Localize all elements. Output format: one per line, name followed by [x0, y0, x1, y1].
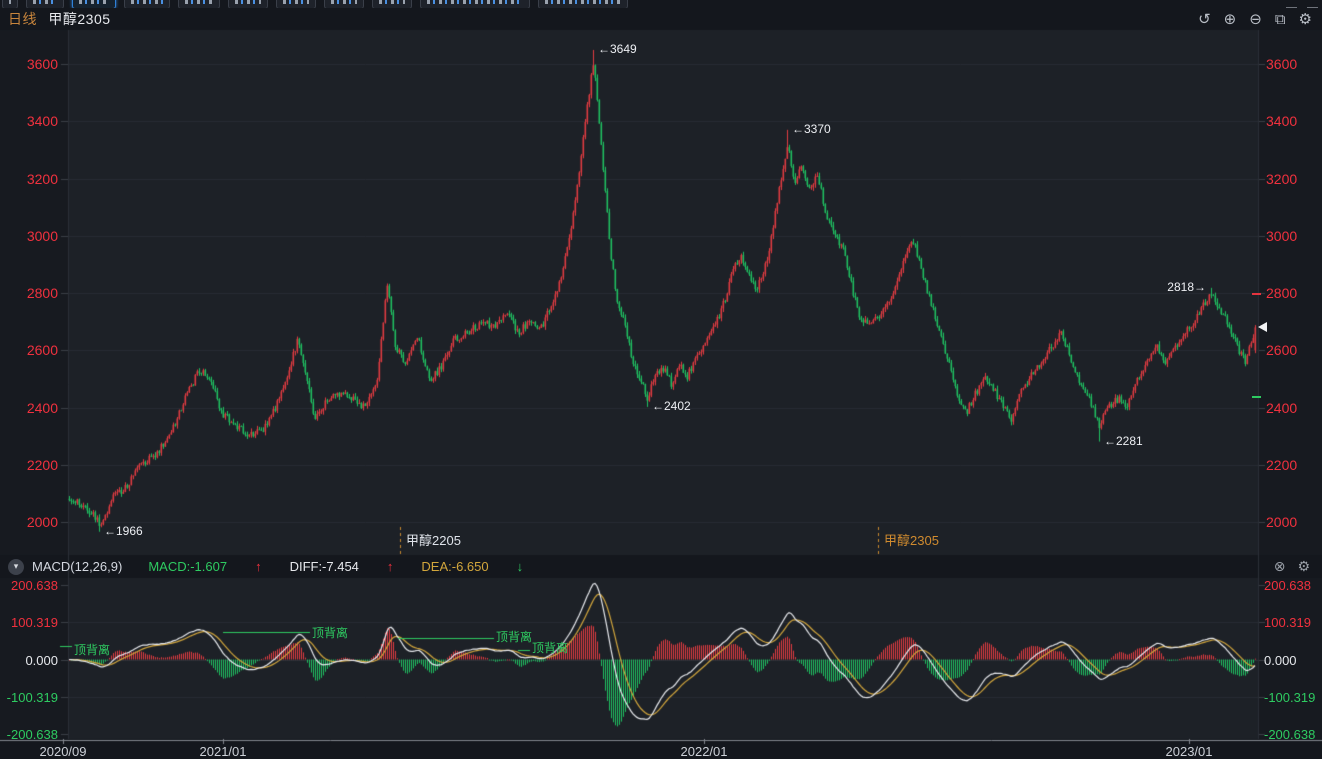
toolbar-period-button[interactable]	[276, 0, 316, 8]
axis-edge-marker	[1252, 396, 1261, 398]
price-axis-label: 2000	[26, 514, 58, 530]
price-axis-label: 2600	[1266, 342, 1298, 359]
macd-readout: DEA:-6.650	[421, 559, 489, 574]
price-annotation: ←3370	[792, 121, 831, 136]
price-annotation: ←1966	[104, 523, 143, 538]
trend-arrow-icon: ↑	[255, 559, 262, 574]
button-label-sliver	[79, 0, 109, 4]
toolbar-period-button[interactable]	[372, 0, 412, 8]
price-axis-label: 3000	[26, 227, 58, 244]
toolbar-period-button[interactable]	[228, 0, 268, 8]
x-axis-label: 2020/09	[39, 744, 87, 759]
price-axis-label: 2400	[1266, 399, 1298, 416]
macd-axis-label: -200.638	[1264, 727, 1316, 742]
toolbar-period-button-active[interactable]	[72, 0, 116, 8]
price-axis-label: 3400	[1266, 113, 1298, 130]
x-axis-label: 2022/01	[680, 744, 728, 759]
button-label-sliver	[9, 0, 11, 4]
button-label-sliver	[379, 0, 405, 4]
macd-panel-settings-icon[interactable]: ⚙	[1297, 558, 1310, 574]
toolbar-period-button[interactable]	[178, 0, 220, 8]
macd-readout: DIFF:-7.454	[289, 559, 359, 574]
macd-indicator-name[interactable]: MACD(12,26,9)	[32, 559, 123, 574]
button-label-sliver	[131, 0, 163, 4]
button-label-sliver	[283, 0, 309, 4]
x-axis-label: 2021/01	[199, 744, 247, 759]
price-axis-label: 2200	[1266, 456, 1298, 473]
price-axis-label: 3200	[26, 170, 58, 187]
price-axis-label: 3600	[26, 56, 58, 72]
macd-axis-label: 0.000	[25, 652, 58, 668]
toolbar-period-button[interactable]	[2, 0, 18, 8]
price-axis-label: 3400	[26, 113, 58, 130]
divergence-label: 顶背离	[312, 626, 349, 640]
price-axis-label: 2800	[26, 285, 58, 301]
toolbar-period-button[interactable]	[538, 0, 628, 8]
panes-icon[interactable]: ⧉	[1274, 10, 1286, 28]
macd-axis-label: 0.000	[1264, 652, 1297, 668]
price-annotation: 2818→	[1167, 279, 1206, 294]
toolbar-period-button[interactable]	[124, 0, 170, 8]
symbol-label: 甲醇2305	[48, 11, 111, 27]
macd-axis-label: 100.319	[1264, 615, 1311, 631]
button-label-sliver	[427, 0, 523, 4]
current-price-pointer	[1258, 322, 1267, 333]
price-axis-label: 2200	[26, 456, 58, 473]
macd-axis-label: -100.319	[1264, 689, 1316, 705]
contract-marker-label: 甲醇2205	[406, 533, 461, 548]
macd-axis-label: -200.638	[6, 727, 58, 742]
price-axis-label: 2600	[26, 342, 58, 359]
price-axis-label: 2800	[1266, 285, 1298, 301]
period-toolbar	[0, 0, 1322, 8]
macd-header: ▾ MACD(12,26,9) MACD:-1.607 ↑ DIFF:-7.454 ↑…	[0, 555, 1322, 578]
price-axis-label: 3200	[1266, 170, 1298, 187]
divergence-label: 顶背离	[74, 643, 111, 657]
button-label-sliver	[331, 0, 357, 4]
chart-title-row: 日线 甲醇2305 ↺ ⊕ ⊖ ⧉ ⚙	[0, 8, 1322, 30]
toolbar-period-button[interactable]	[324, 0, 364, 8]
divergence-label: 顶背离	[496, 630, 533, 644]
undo-icon[interactable]: ↺	[1198, 10, 1211, 28]
price-axis-label: 2000	[1266, 514, 1298, 530]
toolbar-settings-stub[interactable]	[1307, 1, 1318, 8]
price-annotation: ←2402	[652, 398, 691, 413]
button-label-sliver	[235, 0, 261, 4]
price-axis-label: 3000	[1266, 227, 1298, 244]
button-label-sliver	[185, 0, 213, 4]
macd-axis-label: -100.319	[6, 689, 58, 705]
button-label-sliver	[545, 0, 621, 4]
trend-arrow-icon: ↑	[386, 559, 394, 574]
zoom-in-icon[interactable]: ⊕	[1223, 10, 1237, 28]
price-axis-label: 3600	[1266, 56, 1298, 72]
macd-axis-label: 200.638	[1264, 577, 1311, 593]
divergence-label: 顶背离	[532, 641, 569, 655]
button-label-sliver	[33, 0, 57, 4]
macd-axis-label: 200.638	[11, 577, 58, 593]
price-axis-label: 2400	[26, 399, 58, 416]
collapse-indicator-button[interactable]: ▾	[8, 558, 24, 575]
axis-edge-marker	[1252, 293, 1261, 295]
macd-readout: MACD:-1.607	[148, 559, 228, 574]
macd-panel-close-icon[interactable]: ⊗	[1273, 558, 1286, 574]
contract-marker-label: 甲醇2305	[884, 533, 939, 548]
period-label: 日线	[8, 11, 37, 27]
settings-icon[interactable]: ⚙	[1298, 10, 1312, 28]
trend-arrow-icon: ↓	[516, 559, 524, 574]
chart-title: 日线 甲醇2305	[8, 9, 111, 29]
price-annotation: ←2281	[1104, 433, 1143, 448]
zoom-out-icon[interactable]: ⊖	[1249, 10, 1262, 28]
price-annotation: ←3649	[598, 41, 637, 56]
toolbar-icon-stub[interactable]	[1286, 1, 1297, 8]
macd-axis-label: 100.319	[11, 615, 58, 631]
toolbar-period-button[interactable]	[420, 0, 530, 8]
toolbar-period-button[interactable]	[26, 0, 64, 8]
x-axis-label: 2023/01	[1165, 744, 1213, 759]
